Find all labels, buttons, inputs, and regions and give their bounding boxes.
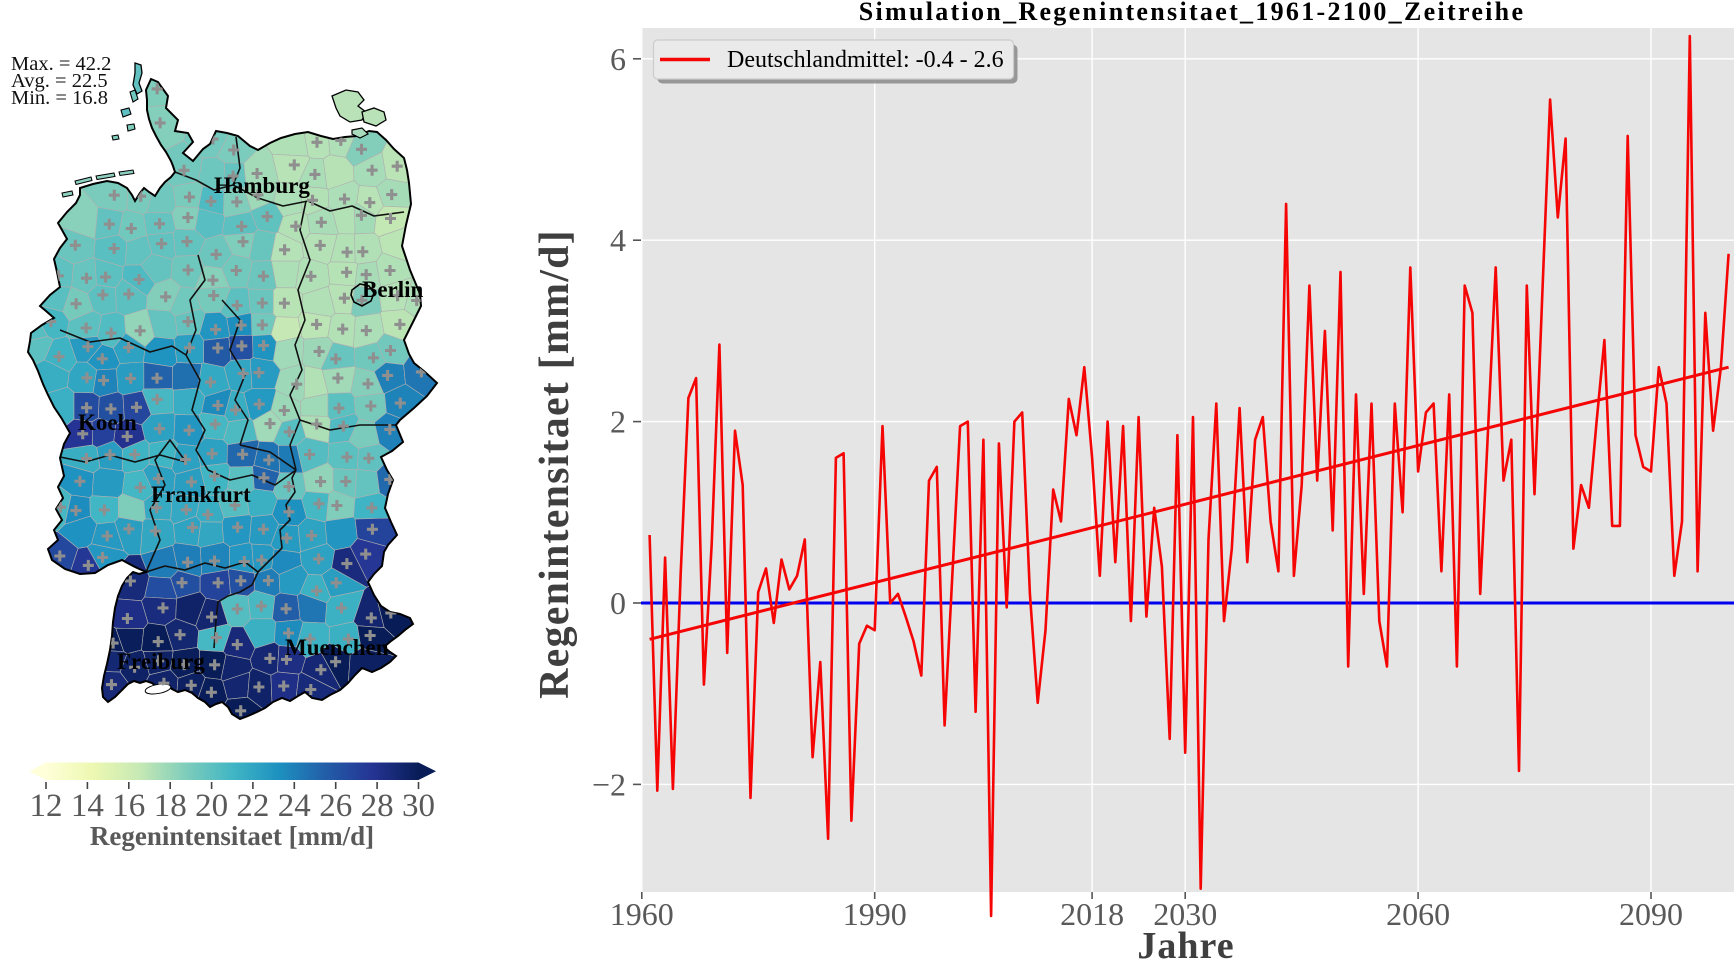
svg-text:12: 12: [30, 788, 63, 824]
svg-text:1960: 1960: [610, 896, 674, 932]
svg-text:24: 24: [278, 788, 311, 824]
svg-text:1990: 1990: [843, 896, 907, 932]
svg-text:Freiburg: Freiburg: [117, 649, 205, 674]
svg-text:0: 0: [610, 585, 626, 621]
svg-text:2030: 2030: [1153, 896, 1217, 932]
svg-text:Min. = 16.8: Min. = 16.8: [11, 87, 108, 109]
svg-text:Berlin: Berlin: [362, 277, 424, 302]
svg-text:26: 26: [319, 788, 352, 824]
svg-text:2090: 2090: [1619, 896, 1683, 932]
svg-text:4: 4: [610, 222, 626, 258]
svg-text:Jahre: Jahre: [1137, 925, 1234, 967]
svg-text:6: 6: [610, 41, 626, 77]
svg-text:2: 2: [610, 404, 626, 440]
svg-text:2060: 2060: [1386, 896, 1450, 932]
svg-text:−2: −2: [592, 766, 626, 802]
svg-text:14: 14: [71, 788, 104, 824]
svg-text:22: 22: [236, 788, 269, 824]
svg-text:16: 16: [112, 788, 145, 824]
svg-text:Muenchen: Muenchen: [285, 635, 389, 660]
svg-text:2018: 2018: [1060, 896, 1124, 932]
svg-text:Simulation_Regenintensitaet_19: Simulation_Regenintensitaet_1961-2100_Ze…: [859, 0, 1526, 26]
svg-text:Max. = 42.2: Max. = 42.2: [11, 53, 111, 75]
svg-text:18: 18: [154, 788, 187, 824]
svg-text:Frankfurt: Frankfurt: [151, 482, 251, 507]
svg-text:30: 30: [402, 788, 435, 824]
svg-text:Deutschlandmittel: -0.4 - 2.6: Deutschlandmittel: -0.4 - 2.6: [727, 47, 1004, 73]
svg-text:20: 20: [195, 788, 228, 824]
svg-text:Koeln: Koeln: [78, 410, 137, 435]
svg-text:28: 28: [361, 788, 394, 824]
svg-text:Hamburg: Hamburg: [214, 173, 310, 198]
svg-text:Regenintensitaet [mm/d]: Regenintensitaet [mm/d]: [532, 229, 578, 699]
svg-text:Regenintensitaet [mm/d]: Regenintensitaet [mm/d]: [90, 821, 374, 851]
svg-text:Avg. = 22.5: Avg. = 22.5: [11, 70, 108, 92]
